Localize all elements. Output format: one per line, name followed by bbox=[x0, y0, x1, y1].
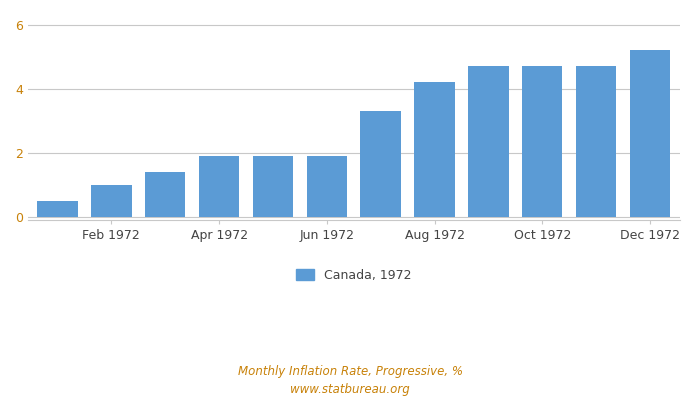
Legend: Canada, 1972: Canada, 1972 bbox=[290, 264, 417, 286]
Bar bbox=[145, 172, 186, 217]
Bar bbox=[91, 185, 132, 217]
Text: www.statbureau.org: www.statbureau.org bbox=[290, 384, 410, 396]
Bar bbox=[468, 66, 509, 217]
Bar bbox=[253, 156, 293, 217]
Bar bbox=[630, 50, 670, 217]
Bar bbox=[199, 156, 239, 217]
Bar bbox=[37, 201, 78, 217]
Bar bbox=[360, 111, 401, 217]
Bar bbox=[522, 66, 563, 217]
Bar bbox=[414, 82, 455, 217]
Text: Monthly Inflation Rate, Progressive, %: Monthly Inflation Rate, Progressive, % bbox=[237, 366, 463, 378]
Bar bbox=[576, 66, 617, 217]
Bar bbox=[307, 156, 347, 217]
